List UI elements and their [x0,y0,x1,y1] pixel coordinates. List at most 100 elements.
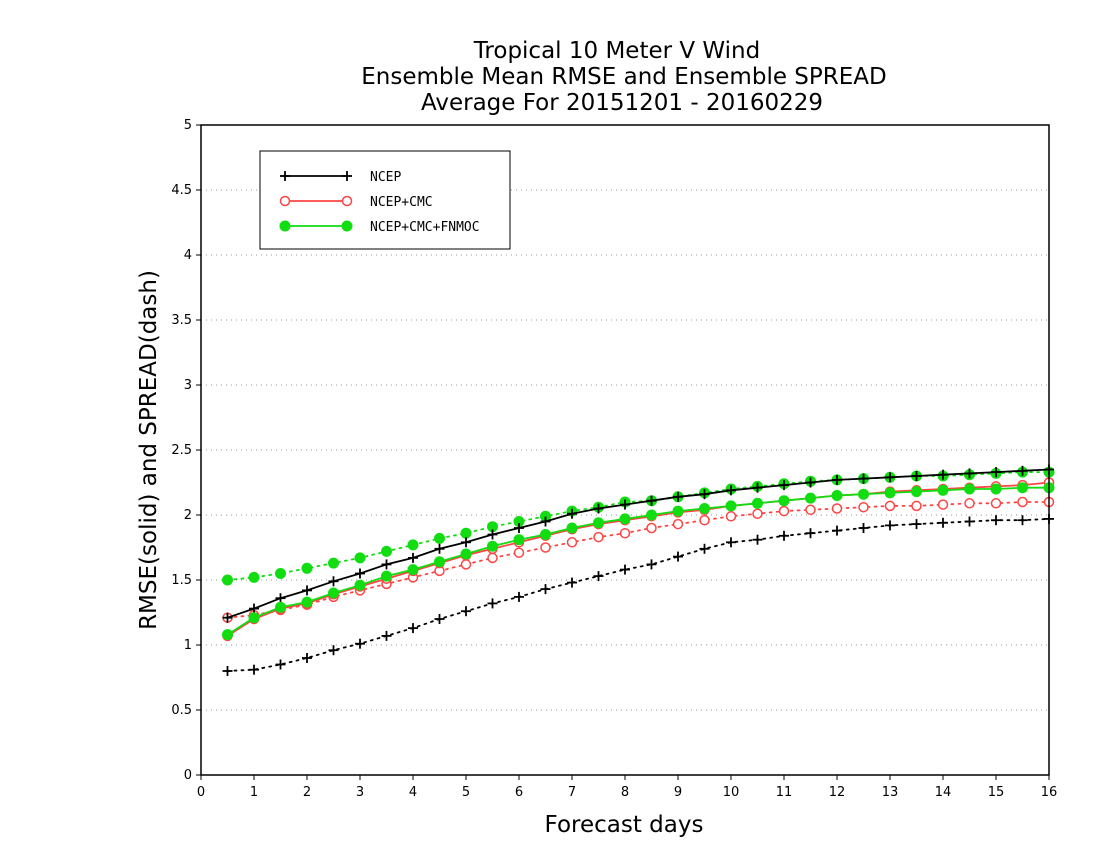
rmse-point [938,469,948,480]
rmse-point [964,483,975,495]
rmse-point [222,612,233,623]
rmse-point [408,552,418,563]
legend-marker [341,220,353,232]
rmse-point [884,487,896,499]
spread-point [858,501,869,513]
legend-label: NCEP+CMC+FNMOC [370,220,480,235]
spread-point [513,547,525,558]
spread-point [752,508,763,519]
x-tick-label: 2 [303,785,311,800]
rmse-point [885,472,895,483]
spread-point [620,564,630,575]
rmse-point [381,559,392,570]
y-tick-label: 4.5 [171,183,192,198]
spread-point [275,568,286,579]
spread-point [779,530,789,541]
y-tick-label: 0.5 [171,703,192,718]
y-tick-label: 5 [184,118,192,133]
rmse-point [990,483,1002,495]
series-ncep-spread [222,513,1054,676]
rmse-point [726,485,736,496]
rmse-point [302,585,312,596]
rmse-point [540,516,551,527]
spread-point [725,511,737,522]
legend-marker [341,195,353,207]
rmse-point [858,473,869,484]
rmse-point [328,576,339,587]
spread-point [938,517,948,528]
spread-point [540,584,551,595]
x-tick-label: 1 [250,785,258,800]
rmse-point [646,495,657,506]
spread-point [646,559,657,570]
x-tick-label: 15 [988,785,1005,800]
rmse-point [1017,465,1028,476]
rmse-point [620,499,630,510]
rmse-point [778,495,790,507]
rmse-point [672,505,684,517]
rmse-point [805,477,816,488]
rmse-point [964,468,975,479]
spread-point [991,515,1001,526]
rmse-point [566,522,578,534]
rmse-point [752,497,763,509]
rmse-point [858,488,869,500]
rmse-point [911,486,922,498]
rmse-point [646,509,657,521]
rmse-point [593,517,604,529]
y-axis-label: RMSE(solid) and SPREAD(dash) [136,270,162,630]
spread-point [964,498,975,509]
spread-point [381,630,392,641]
rmse-point [699,489,710,500]
spread-point [964,516,975,527]
spread-point [805,528,816,539]
x-tick-label: 7 [568,785,576,800]
spread-point [461,606,471,617]
spread-point [328,645,339,656]
x-tick-label: 14 [935,785,952,800]
spread-point [937,499,949,510]
spread-point [540,542,551,553]
spread-point [884,500,896,512]
spread-point [249,664,259,675]
spread-point [778,505,790,517]
spread-point [673,551,683,562]
spread-point [1017,496,1028,508]
spread-point [1017,515,1028,526]
rmse-point [487,529,498,540]
spread-point [990,498,1002,509]
x-tick-label: 6 [515,785,523,800]
legend-marker [279,195,291,207]
x-tick-label: 13 [882,785,899,800]
spread-point [381,545,392,557]
x-tick-label: 12 [829,785,846,800]
series-ncep-rmse [222,464,1054,623]
spread-point [460,559,472,570]
x-axis-label: Forecast days [545,812,704,838]
spread-point [646,522,657,534]
spread-point [248,571,260,583]
legend-box [259,150,511,250]
spread-point [222,574,233,586]
spread-point [699,543,710,554]
rmse-point [434,556,445,568]
rmse-point [805,492,816,504]
rmse-point [514,523,524,533]
spread-point [407,539,419,551]
rmse-point [328,587,339,599]
rmse-point [513,534,525,546]
spread-point [699,514,710,526]
x-tick-label: 5 [462,785,470,800]
spread-point [831,503,843,514]
series-layer [222,464,1055,676]
rmse-point [248,612,260,624]
spread-point [672,518,684,530]
legend: NCEP NCEP+CMC NCEP+CMC+FNMOC [259,150,511,250]
rmse-point [275,593,286,604]
spread-point [460,527,472,539]
spread-point [593,571,604,582]
y-tick-label: 4 [184,248,192,263]
spread-point [567,577,577,588]
spread-point [752,534,763,545]
rmse-point [275,601,286,613]
